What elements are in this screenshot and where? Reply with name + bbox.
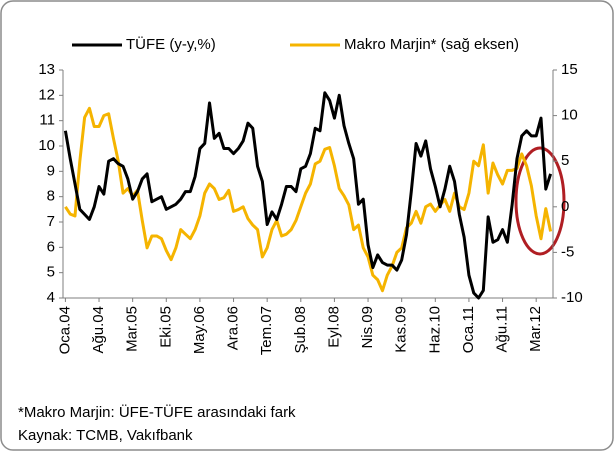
y-tick-label: 5	[47, 264, 55, 281]
y-tick-label: 10	[38, 137, 55, 154]
y-tick-label: 4	[47, 289, 55, 306]
y-tick-label: 7	[47, 213, 55, 230]
series-line	[63, 91, 553, 300]
y-tick-label: 13	[38, 61, 55, 78]
y-tick-label: 11	[39, 112, 55, 129]
y2-tick-label: 0	[561, 198, 569, 215]
x-tick-label: Ağu.04	[90, 306, 107, 354]
x-tick-label: Mar.12	[527, 306, 544, 352]
source: Kaynak: TCMB, Vakıfbank	[18, 427, 193, 444]
x-tick-label: Tem.07	[258, 306, 275, 355]
x-tick-label: May.06	[191, 306, 208, 354]
x-tick-label: Oca.11	[460, 306, 477, 353]
x-tick-label: Kas.09	[393, 306, 410, 353]
y2-tick-label: 10	[561, 107, 578, 124]
series-line	[64, 106, 553, 293]
x-tick-label: Şub.08	[292, 306, 309, 354]
legend-label: TÜFE (y-y,%)	[126, 35, 216, 53]
y2-tick-label: -5	[561, 243, 574, 260]
x-tick-label: Ağu.11	[494, 306, 511, 352]
y-tick-label: 8	[47, 188, 55, 205]
y-tick-label: 6	[47, 238, 55, 255]
y2-tick-label: 15	[561, 61, 578, 78]
y-tick-label: 9	[47, 162, 55, 179]
y2-tick-label: -10	[561, 289, 583, 306]
y2-tick-label: 5	[561, 152, 569, 169]
footnote: *Makro Marjin: ÜFE-TÜFE arasındaki fark	[18, 403, 296, 421]
highlight-ellipse	[514, 146, 566, 256]
x-tick-label: Ara.06	[225, 306, 242, 350]
x-tick-label: Nis.09	[359, 306, 376, 349]
x-tick-label: Oca.04	[56, 306, 73, 354]
legend-label: Makro Marjin* (sağ eksen)	[344, 36, 519, 53]
x-tick-label: Mar.05	[124, 306, 141, 352]
x-tick-label: Haz.10	[426, 306, 443, 354]
x-tick-label: Eyl.08	[325, 306, 342, 348]
y-tick-label: 12	[38, 86, 55, 103]
x-tick-label: Eki.05	[157, 306, 174, 348]
